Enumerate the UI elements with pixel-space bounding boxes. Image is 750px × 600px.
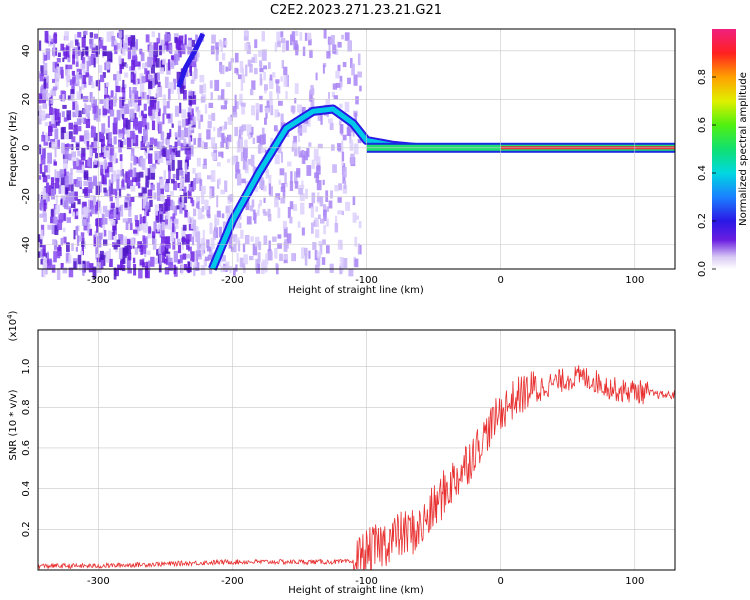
snr-x-ticks: -300 -200 -100 0 100 — [87, 576, 644, 587]
snr-y-label: SNR (10 * v/v) — [8, 389, 19, 460]
spectrogram-x-label: Height of straight line (km) — [288, 285, 424, 296]
snr-panel: -300 -200 -100 0 100 0.2 0.4 0.6 0.8 1.0 Height … — [6, 310, 676, 596]
snr-y-tick-label: 1.0 — [21, 359, 32, 375]
spectrogram-x-tick-label: -100 — [355, 275, 378, 286]
spectrogram-y-ticks: -40 -20 0 20 40 — [21, 44, 32, 252]
snr-y-tick-label: 0.4 — [21, 481, 32, 497]
noise-texture — [38, 29, 362, 280]
spectrogram-y-tick-label: 0 — [21, 145, 32, 151]
snr-x-tick-label: -200 — [221, 576, 244, 587]
snr-y-ticks: 0.2 0.4 0.6 0.8 1.0 — [21, 359, 32, 538]
snr-grid — [38, 330, 675, 570]
colorbar-gradient — [712, 29, 736, 269]
snr-y-tick-label: 0.2 — [21, 521, 32, 537]
colorbar-tick-label: 0.4 — [697, 165, 708, 181]
snr-background — [38, 330, 675, 570]
colorbar-tick-label: 0.0 — [697, 261, 708, 277]
spectrogram-x-tick-label: 0 — [497, 275, 503, 286]
snr-x-label: Height of straight line (km) — [288, 585, 424, 596]
colorbar-tick-label: 0.8 — [697, 69, 708, 85]
chart-title: C2E2.2023.271.23.21.G21 — [270, 3, 442, 18]
spectrogram-x-tick-label: -300 — [87, 275, 110, 286]
snr-scale-note: (x104) — [6, 310, 19, 341]
spectrogram-x-tick-label: -200 — [221, 275, 244, 286]
spectrogram-y-tick-label: 20 — [21, 93, 32, 106]
spectrogram-y-label: Frequency (Hz) — [8, 111, 19, 187]
secondary-branch — [176, 32, 206, 89]
colorbar-label: Normalized spectral amplitude — [738, 72, 749, 226]
snr-x-tick-label: 100 — [625, 576, 644, 587]
spectrogram-y-tick-label: -20 — [21, 188, 32, 204]
colorbar: 0.0 0.2 0.4 0.6 0.8 Normalized spectral ampl… — [697, 29, 749, 277]
snr-y-tick-label: 0.8 — [21, 399, 32, 415]
snr-x-tick-label: -100 — [355, 576, 378, 587]
colorbar-tick-label: 0.2 — [697, 213, 708, 229]
colorbar-tick-label: 0.6 — [697, 117, 708, 133]
snr-x-tick-label: 0 — [497, 576, 503, 587]
spectrogram-grid — [38, 29, 675, 269]
snr-x-tick-label: -300 — [87, 576, 110, 587]
snr-series-line — [37, 365, 676, 570]
colorbar-ticks: 0.0 0.2 0.4 0.6 0.8 — [697, 69, 716, 277]
spectrogram-x-ticks: -300 -200 -100 0 100 — [87, 275, 644, 286]
spectrogram-x-tick-label: 100 — [625, 275, 644, 286]
spectrogram-y-tick-label: -40 — [21, 237, 32, 253]
spectrogram-y-tick-label: 40 — [21, 44, 32, 57]
snr-frame — [37, 329, 676, 571]
snr-y-tick-label: 0.6 — [21, 440, 32, 456]
spectrogram-frame — [37, 28, 676, 270]
